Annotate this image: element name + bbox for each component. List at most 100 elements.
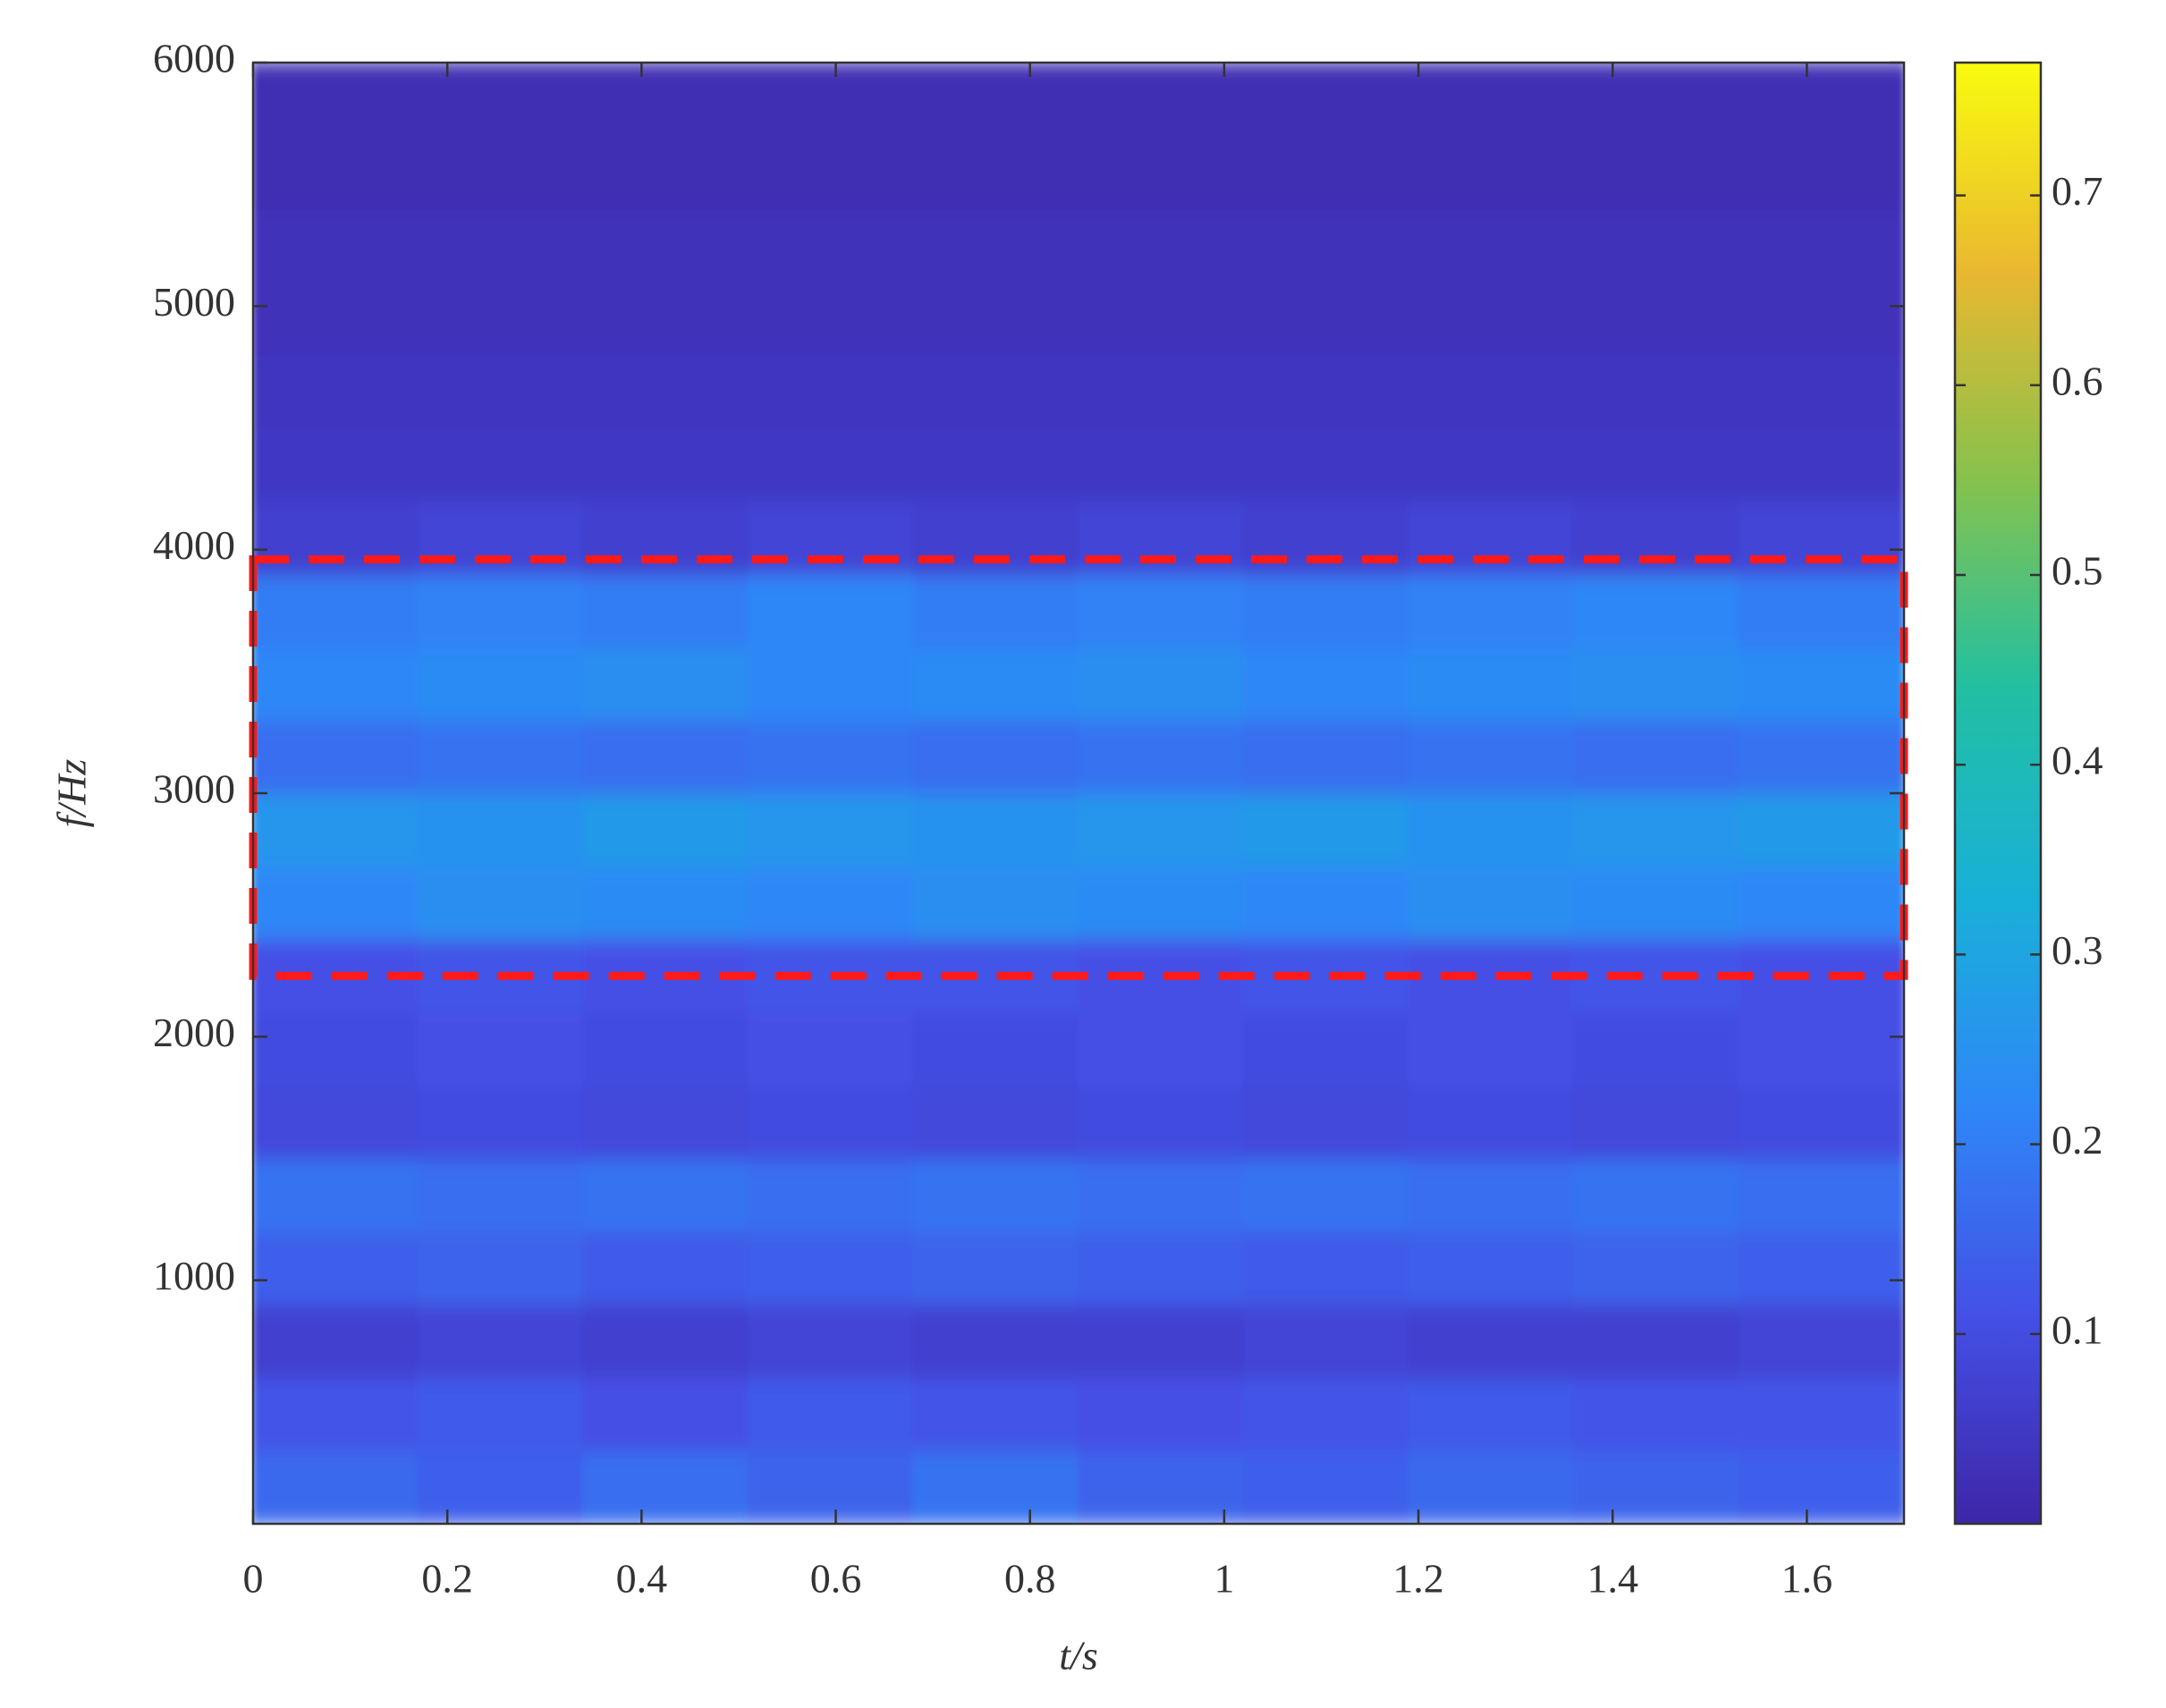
heatmap-cell [1738,63,1904,137]
heatmap-cell [1078,1230,1245,1306]
y-tick-label: 6000 [153,36,235,81]
heatmap-cell [1242,207,1410,283]
x-tick-label: 0.8 [1004,1556,1056,1602]
y-tick-label: 4000 [153,522,235,568]
x-axis-label: t/s [1059,1633,1097,1678]
heatmap [253,63,1904,1524]
heatmap-cell [1078,1084,1245,1160]
heatmap-cell [417,1230,585,1306]
heatmap-cell [1408,1303,1575,1379]
heatmap-cell [1572,500,1740,575]
heatmap-cell [1242,1450,1410,1524]
heatmap-cell [1242,134,1410,210]
y-tick-label: 2000 [153,1010,235,1055]
heatmap-cell [1242,938,1410,1014]
heatmap-cell [582,353,749,429]
heatmap-cell [1408,427,1575,503]
heatmap-cell [912,500,1079,575]
heatmap-cell [1078,865,1245,941]
heatmap-cell [582,1230,749,1306]
heatmap-cell [253,646,419,722]
heatmap-cell [1408,134,1575,210]
heatmap-cell [1408,1157,1575,1233]
heatmap-cell [747,572,915,648]
heatmap-cell [1242,63,1410,137]
heatmap-cell [747,1303,915,1379]
heatmap-cell [747,1011,915,1087]
heatmap-cell [417,865,585,941]
heatmap-cell [747,353,915,429]
heatmap-cell [912,207,1079,283]
heatmap-cell [1738,281,1904,356]
heatmap-cell [1572,1450,1740,1524]
heatmap-cell [747,207,915,283]
heatmap-cell [912,1376,1079,1452]
heatmap-cell [1242,792,1410,867]
heatmap-cell [912,1157,1079,1233]
heatmap-cell [582,865,749,941]
x-tick-label: 0.2 [421,1556,473,1602]
heatmap-cell [582,572,749,648]
x-tick-label: 1.6 [1781,1556,1833,1602]
heatmap-cell [1242,1230,1410,1306]
heatmap-cell [253,572,419,648]
heatmap-cell [912,1230,1079,1306]
heatmap-cell [1078,1450,1245,1524]
heatmap-cell [582,500,749,575]
heatmap-cell [1572,353,1740,429]
heatmap-cell [417,719,585,794]
heatmap-cell [1408,1450,1575,1524]
heatmap-cell [582,1376,749,1452]
heatmap-cell [912,646,1079,722]
heatmap-cell [417,646,585,722]
x-tick-label: 0.4 [616,1556,668,1602]
heatmap-cell [253,1230,419,1306]
heatmap-cell [1242,427,1410,503]
heatmap-cell [582,1084,749,1160]
heatmap-cell [747,646,915,722]
heatmap-cell [1078,719,1245,794]
heatmap-cell [582,646,749,722]
heatmap-cell [582,1157,749,1233]
heatmap-cell [1242,281,1410,356]
heatmap-cell [253,207,419,283]
heatmap-cell [417,1376,585,1452]
heatmap-cell [912,134,1079,210]
heatmap-cell [417,1011,585,1087]
heatmap-cell [747,134,915,210]
heatmap-cell [1242,719,1410,794]
heatmap-cell [1242,1157,1410,1233]
heatmap-cell [1408,719,1575,794]
heatmap-cell [1572,1157,1740,1233]
heatmap-cell [253,719,419,794]
heatmap-cell [912,427,1079,503]
heatmap-cell [1738,353,1904,429]
heatmap-cell [417,572,585,648]
heatmap-cell [1738,792,1904,867]
heatmap-cell [1078,353,1245,429]
heatmap-cell [1572,63,1740,137]
heatmap-cell [1408,353,1575,429]
heatmap-cell [582,207,749,283]
colorbar-tick-label: 0.2 [2052,1117,2103,1163]
heatmap-cell [417,1303,585,1379]
heatmap-cell [253,427,419,503]
heatmap-cell [253,1450,419,1524]
heatmap-cell [1572,207,1740,283]
heatmap-cell [253,281,419,356]
heatmap-cell [417,427,585,503]
heatmap-cell [1408,1376,1575,1452]
heatmap-cell [1572,1376,1740,1452]
heatmap-cell [1242,1303,1410,1379]
heatmap-cell [1738,134,1904,210]
heatmap-cell [1738,1450,1904,1524]
heatmap-cell [1078,281,1245,356]
heatmap-cell [253,134,419,210]
heatmap-cell [582,1450,749,1524]
heatmap-cell [1078,427,1245,503]
heatmap-cell [1572,281,1740,356]
heatmap-cell [1572,427,1740,503]
heatmap-cell [417,1157,585,1233]
heatmap-cell [253,1303,419,1379]
